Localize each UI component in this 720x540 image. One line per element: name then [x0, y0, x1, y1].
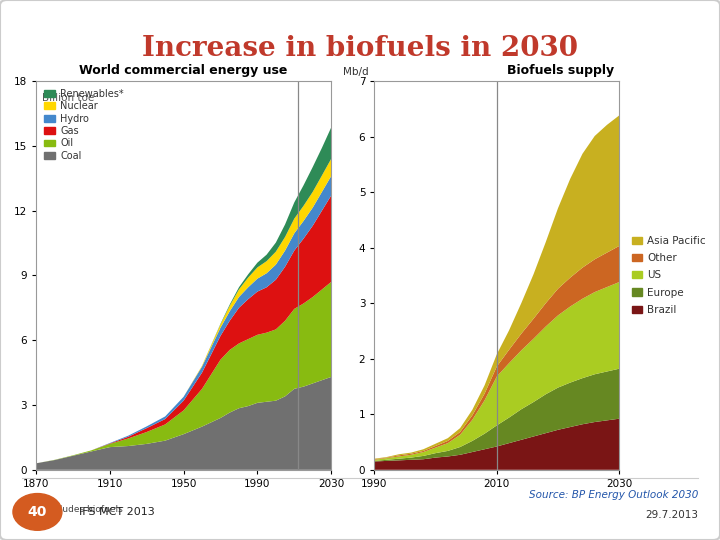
Legend: Asia Pacific, Other, US, Europe, Brazil: Asia Pacific, Other, US, Europe, Brazil	[631, 236, 706, 315]
Text: 40: 40	[28, 505, 47, 519]
Legend: Renewables*, Nuclear, Hydro, Gas, Oil, Coal: Renewables*, Nuclear, Hydro, Gas, Oil, C…	[41, 86, 127, 164]
Text: 29.7.2013: 29.7.2013	[645, 510, 698, 519]
Text: Mb/d: Mb/d	[343, 67, 368, 77]
Text: IFS MCT 2013: IFS MCT 2013	[79, 507, 155, 517]
Title: World commercial energy use: World commercial energy use	[79, 64, 288, 77]
Text: Billion toe: Billion toe	[42, 93, 94, 103]
Text: * Includes biofuels: * Includes biofuels	[39, 505, 122, 514]
Text: Biofuels supply: Biofuels supply	[507, 64, 614, 77]
Text: Source: BP Energy Outlook 2030: Source: BP Energy Outlook 2030	[529, 489, 698, 500]
Text: Increase in biofuels in 2030: Increase in biofuels in 2030	[142, 35, 578, 62]
